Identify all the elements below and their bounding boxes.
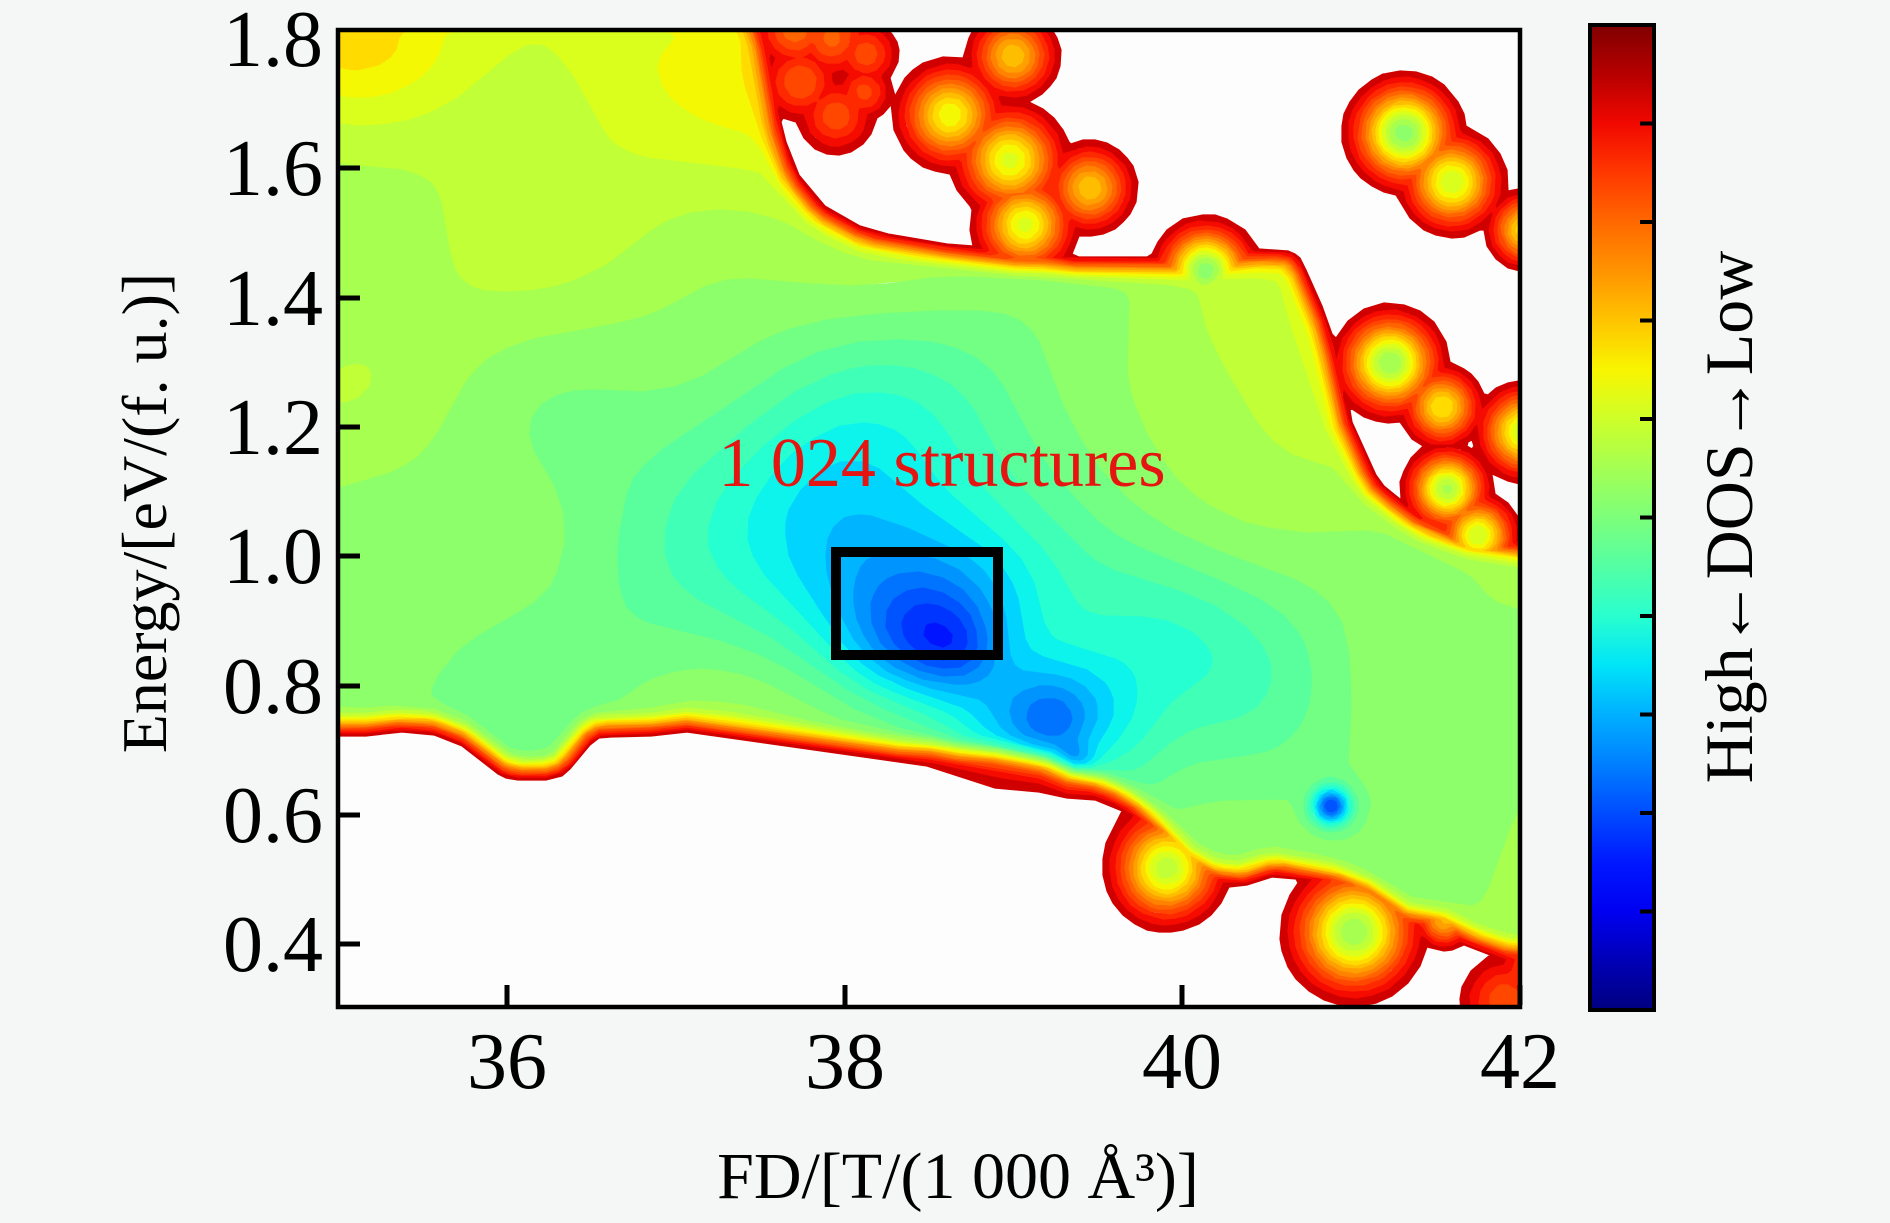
svg-text:High←DOS→Low: High←DOS→Low — [1691, 251, 1767, 784]
svg-text:0.6: 0.6 — [223, 772, 323, 860]
svg-text:40: 40 — [1142, 1018, 1222, 1106]
svg-text:Energy/[eV/(f. u.)]: Energy/[eV/(f. u.)] — [109, 273, 180, 753]
svg-text:FD/[T/(1 000 Å³)]: FD/[T/(1 000 Å³)] — [717, 1140, 1199, 1213]
svg-text:1.6: 1.6 — [223, 125, 323, 213]
svg-text:1.2: 1.2 — [223, 384, 323, 472]
svg-text:1 024 structures: 1 024 structures — [718, 425, 1165, 502]
svg-text:0.8: 0.8 — [223, 643, 323, 731]
svg-text:1.8: 1.8 — [223, 0, 323, 84]
svg-text:36: 36 — [467, 1018, 547, 1106]
svg-text:42: 42 — [1480, 1018, 1560, 1106]
svg-text:0.4: 0.4 — [223, 901, 323, 989]
svg-text:38: 38 — [805, 1018, 885, 1106]
svg-text:1.0: 1.0 — [223, 513, 323, 601]
svg-text:1.4: 1.4 — [223, 255, 323, 343]
